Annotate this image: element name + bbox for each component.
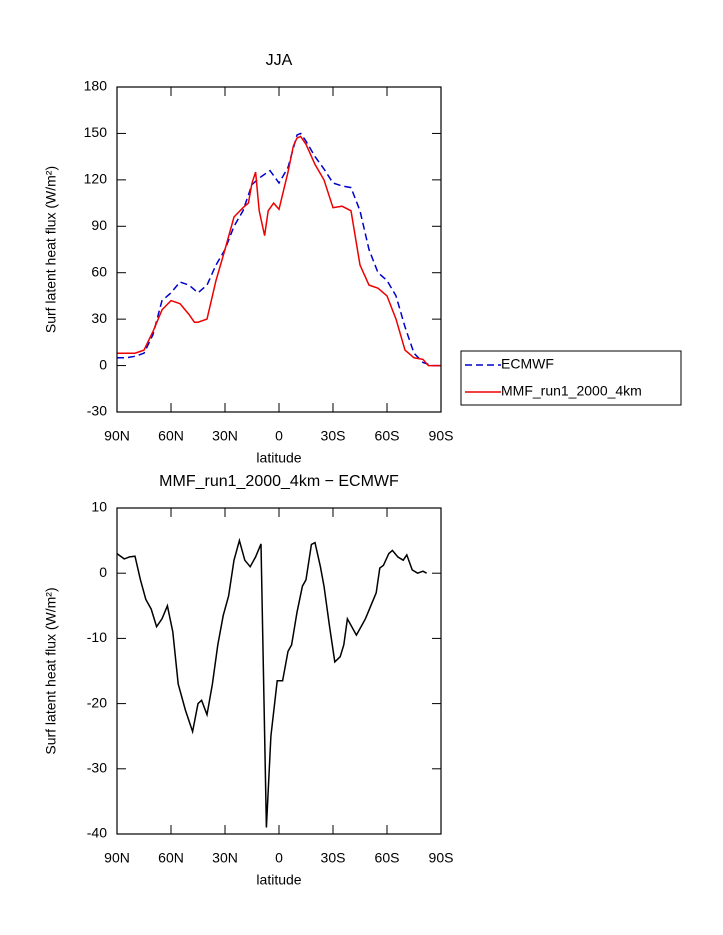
x-tick-label: 30S (321, 428, 346, 444)
x-tick-label: 0 (275, 850, 283, 866)
legend-box (460, 350, 682, 406)
data-line (116, 537, 427, 828)
x-tick-label: 30N (212, 428, 238, 444)
y-tick-label: 60 (91, 263, 107, 279)
data-line (117, 135, 441, 367)
plot-frame (116, 86, 442, 413)
legend-label: MMF_run1_2000_4km (501, 383, 642, 399)
y-tick-label: 120 (84, 171, 108, 187)
y-tick-label: -40 (87, 825, 107, 841)
x-tick-label: 60S (375, 428, 400, 444)
x-axis-label: latitude (256, 450, 301, 466)
x-tick-label: 60N (158, 850, 184, 866)
data-line (117, 132, 441, 367)
x-tick-label: 90N (104, 850, 130, 866)
x-tick-label: 90S (429, 428, 454, 444)
y-tick-label: -20 (87, 694, 107, 710)
chart-title: JJA (266, 52, 293, 69)
y-tick-label: -10 (87, 629, 107, 645)
x-tick-label: 30N (212, 850, 238, 866)
y-tick-label: 10 (91, 499, 107, 515)
x-tick-label: 90S (429, 850, 454, 866)
y-tick-label: 0 (99, 564, 107, 580)
x-tick-label: 30S (321, 850, 346, 866)
x-axis-label: latitude (256, 872, 301, 888)
chart-title: MMF_run1_2000_4km − ECMWF (159, 473, 399, 490)
plot-frame (116, 507, 442, 835)
x-tick-label: 60S (375, 850, 400, 866)
y-tick-label: 90 (91, 217, 107, 233)
y-tick-label: 30 (91, 310, 107, 326)
x-tick-label: 60N (158, 428, 184, 444)
y-axis-label: Surf latent heat flux (W/m²) (43, 166, 59, 333)
y-axis-label: Surf latent heat flux (W/m²) (43, 587, 59, 754)
y-tick-label: -30 (87, 403, 107, 419)
y-tick-label: -30 (87, 760, 107, 776)
y-tick-label: 150 (84, 124, 108, 140)
x-tick-label: 0 (275, 428, 283, 444)
y-tick-label: 180 (84, 78, 108, 94)
x-tick-label: 90N (104, 428, 130, 444)
y-tick-label: 0 (99, 356, 107, 372)
legend-label: ECMWF (501, 356, 554, 372)
